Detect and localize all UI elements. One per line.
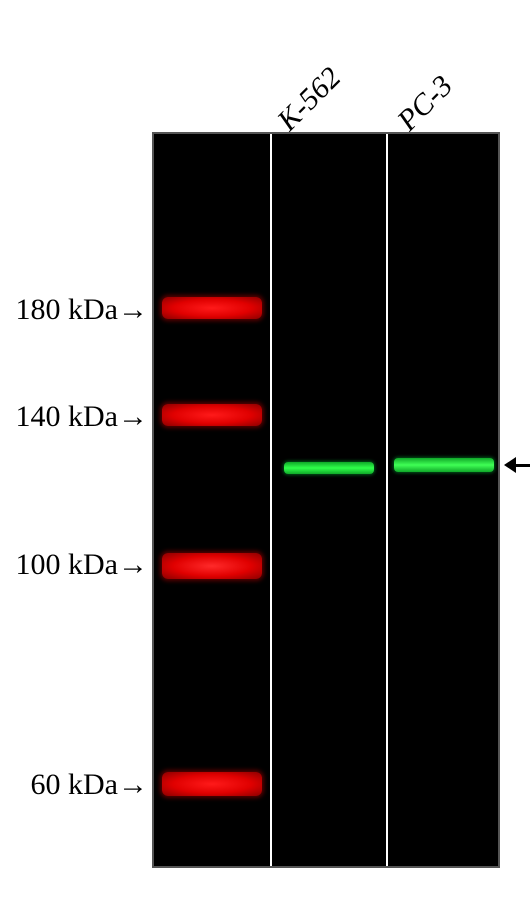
arrow-right-icon: → [118, 293, 148, 326]
mw-text: 100 kDa [16, 548, 118, 581]
sample-band-pc3 [394, 458, 494, 472]
arrow-right-icon: → [118, 768, 148, 801]
arrow-right-icon: → [118, 548, 148, 581]
band-indicator-arrow [504, 457, 530, 473]
figure-root: K-562 PC-3 180 kDa→ 140 kDa→ 100 kDa→ 60… [0, 0, 530, 903]
mw-label-60: 60 kDa→ [0, 768, 148, 802]
column-label-k562: K-562 [271, 61, 348, 138]
sample-band-k562 [284, 462, 374, 474]
marker-band-180 [162, 297, 262, 319]
gel-image: WWW.PTGLAB.COM [152, 132, 500, 868]
mw-text: 140 kDa [16, 400, 118, 433]
mw-label-140: 140 kDa→ [0, 400, 148, 434]
marker-band-140 [162, 404, 262, 426]
arrow-line [516, 464, 530, 467]
mw-text: 180 kDa [16, 293, 118, 326]
lane-separator [386, 134, 388, 868]
arrow-right-icon: → [118, 400, 148, 433]
mw-label-100: 100 kDa→ [0, 548, 148, 582]
arrow-left-head-icon [504, 457, 516, 473]
mw-label-180: 180 kDa→ [0, 293, 148, 327]
mw-text: 60 kDa [31, 768, 118, 801]
column-label-pc3: PC-3 [391, 69, 460, 138]
marker-band-60 [162, 772, 262, 796]
lane-separator [270, 134, 272, 868]
gel-background [154, 134, 498, 866]
marker-band-100 [162, 553, 262, 579]
